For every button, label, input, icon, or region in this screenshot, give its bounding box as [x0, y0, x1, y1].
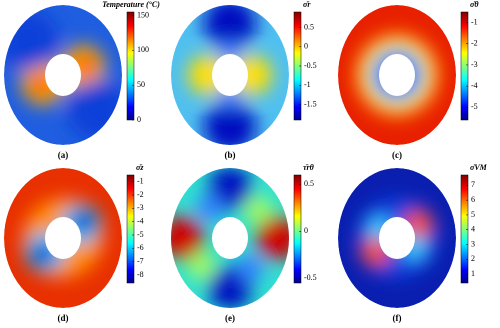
colorbar-tick-label: -0.5	[304, 273, 317, 282]
colorbar-title: Temperature (°C)	[102, 0, 160, 9]
panel-label: (c)	[392, 150, 402, 160]
colorbar-tick-label: 2	[471, 254, 475, 263]
colorbar-tick-label: -2	[471, 39, 478, 48]
colorbar-tick-label: 0.5	[304, 22, 314, 31]
colorbar-title: σ̄VM	[470, 163, 488, 172]
hole	[212, 217, 248, 259]
colorbar-tick-label: 150	[137, 10, 149, 19]
field-blob	[4, 10, 58, 70]
field-blob	[256, 216, 289, 260]
colorbar	[293, 174, 302, 284]
colorbar-tick-label: -5	[471, 102, 478, 111]
colorbar-tick-label: -1	[471, 17, 478, 26]
colorbar-title: σ̄θ	[470, 0, 479, 9]
colorbar-tick-label: 0	[304, 42, 308, 51]
colorbar-tick-label: 7	[471, 180, 475, 189]
colorbar-tick-label: 0	[137, 115, 141, 124]
colorbar-tick-label: -8	[137, 270, 144, 279]
field-blob	[236, 254, 264, 282]
colorbar-tick-label: -2	[137, 190, 144, 199]
colorbar-tick-label: -1.5	[304, 99, 317, 108]
colorbar	[460, 174, 469, 284]
field-blob	[204, 101, 256, 145]
colorbar-tick-label: 5	[471, 210, 475, 219]
panel-label: (b)	[225, 150, 236, 160]
colorbar-tick-label: -7	[137, 256, 144, 265]
hole	[379, 217, 415, 259]
colorbar-tick-label: -3	[471, 60, 478, 69]
hole	[379, 54, 415, 96]
field-blob	[204, 5, 256, 49]
colorbar-tick-label: -4	[137, 216, 144, 225]
field-blob	[171, 216, 204, 260]
colorbar-tick-label: 3	[471, 239, 475, 248]
colorbar-tick-label: 6	[471, 195, 475, 204]
field-blob	[68, 80, 122, 140]
hole	[45, 217, 81, 259]
colorbar-tick-label: -1	[137, 176, 144, 185]
colorbar-tick-label: -4	[471, 81, 478, 90]
colorbar	[126, 11, 135, 121]
colorbar-tick-label: 0	[304, 226, 308, 235]
colorbar-tick-label: 100	[137, 45, 149, 54]
colorbar-tick-label: -5	[137, 230, 144, 239]
hole	[212, 54, 248, 96]
hole	[45, 54, 81, 96]
colorbar-title: σ̄r	[303, 0, 311, 9]
colorbar	[126, 174, 135, 284]
colorbar-tick-label: 4	[471, 225, 475, 234]
field-blob	[196, 194, 224, 222]
panel-label: (a)	[58, 150, 69, 160]
colorbar	[460, 11, 469, 121]
field-blobs	[171, 168, 289, 308]
colorbar-tick-label: 0.5	[304, 179, 314, 188]
colorbar-title: τ̄rθ	[303, 163, 315, 172]
colorbar-tick-label: -3	[137, 203, 144, 212]
colorbar-tick-label: -6	[137, 243, 144, 252]
colorbar-tick-label: -0.5	[304, 61, 317, 70]
panel-label: (f)	[393, 313, 402, 323]
panel-label: (e)	[225, 313, 235, 323]
colorbar-tick-label: 1	[471, 269, 475, 278]
field-blob	[244, 196, 272, 224]
colorbar-title: σ̄z	[136, 163, 144, 172]
colorbar-tick-label: -1	[304, 80, 311, 89]
field-blob	[188, 252, 216, 280]
panel-label: (d)	[58, 313, 69, 323]
colorbar-tick-label: 50	[137, 80, 145, 89]
